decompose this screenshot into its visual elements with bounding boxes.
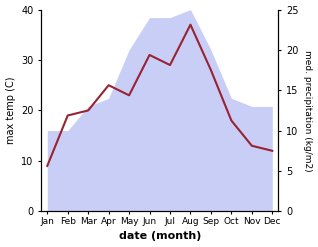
- Y-axis label: med. precipitation (kg/m2): med. precipitation (kg/m2): [303, 50, 313, 171]
- Y-axis label: max temp (C): max temp (C): [5, 77, 16, 144]
- X-axis label: date (month): date (month): [119, 231, 201, 242]
